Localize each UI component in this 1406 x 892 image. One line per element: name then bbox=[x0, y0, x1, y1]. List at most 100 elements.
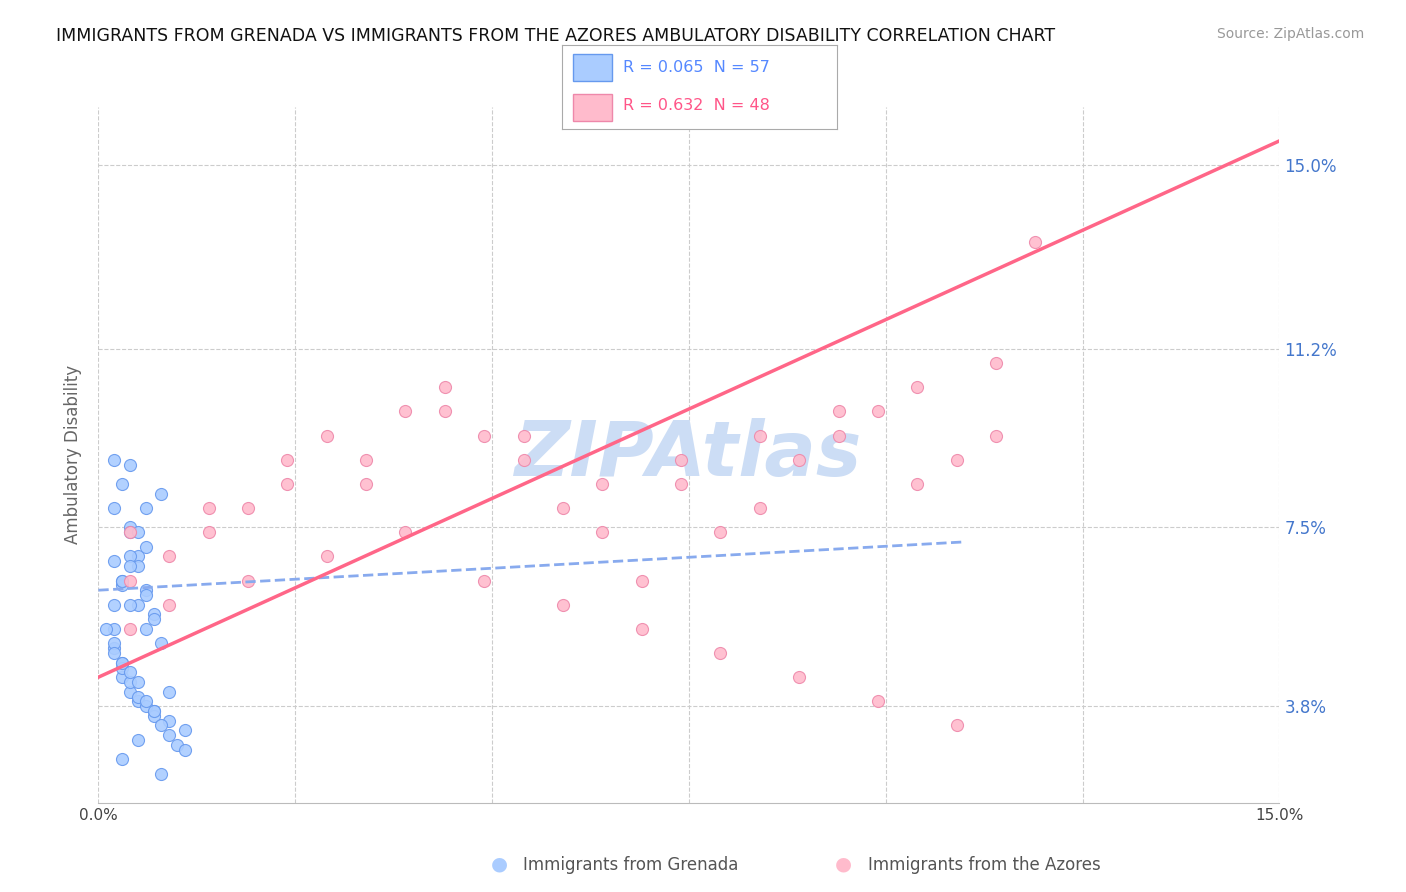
Point bbox=[118, 598, 141, 612]
Text: Immigrants from the Azores: Immigrants from the Azores bbox=[868, 855, 1101, 873]
Point bbox=[709, 525, 731, 540]
Point bbox=[394, 404, 416, 418]
Point bbox=[945, 452, 967, 467]
Point bbox=[472, 428, 495, 442]
Point bbox=[236, 501, 259, 516]
Point bbox=[150, 766, 173, 781]
Point bbox=[103, 598, 125, 612]
Point bbox=[236, 574, 259, 588]
Point bbox=[127, 675, 149, 690]
Point bbox=[118, 622, 141, 636]
Point bbox=[945, 718, 967, 732]
Point bbox=[127, 690, 149, 704]
Point bbox=[630, 622, 652, 636]
Point bbox=[433, 380, 456, 394]
Point bbox=[315, 428, 337, 442]
Point bbox=[111, 574, 134, 588]
Point bbox=[174, 723, 197, 738]
Point bbox=[433, 404, 456, 418]
Point bbox=[748, 428, 770, 442]
Point bbox=[551, 501, 574, 516]
Point bbox=[111, 660, 134, 674]
Point bbox=[135, 501, 157, 516]
Point bbox=[157, 728, 180, 742]
Point bbox=[96, 622, 118, 636]
Point bbox=[827, 404, 849, 418]
Point bbox=[394, 525, 416, 540]
Point bbox=[197, 501, 219, 516]
Point bbox=[157, 549, 180, 564]
Point bbox=[142, 708, 165, 723]
Point bbox=[174, 742, 197, 756]
Point bbox=[118, 559, 141, 574]
Point bbox=[984, 356, 1007, 370]
Text: Source: ZipAtlas.com: Source: ZipAtlas.com bbox=[1216, 27, 1364, 41]
Point bbox=[118, 684, 141, 698]
Point bbox=[866, 404, 889, 418]
Point bbox=[142, 704, 165, 718]
Point bbox=[127, 598, 149, 612]
Point bbox=[354, 476, 377, 491]
Point bbox=[118, 520, 141, 534]
Point bbox=[669, 452, 692, 467]
FancyBboxPatch shape bbox=[574, 94, 612, 120]
Point bbox=[905, 476, 928, 491]
Text: ●: ● bbox=[835, 855, 852, 873]
Point bbox=[111, 656, 134, 670]
Point bbox=[127, 559, 149, 574]
Point bbox=[787, 452, 810, 467]
Text: IMMIGRANTS FROM GRENADA VS IMMIGRANTS FROM THE AZORES AMBULATORY DISABILITY CORR: IMMIGRANTS FROM GRENADA VS IMMIGRANTS FR… bbox=[56, 27, 1056, 45]
Point bbox=[551, 598, 574, 612]
Text: ●: ● bbox=[491, 855, 508, 873]
Point bbox=[157, 598, 180, 612]
Text: R = 0.065  N = 57: R = 0.065 N = 57 bbox=[623, 60, 769, 75]
Point bbox=[103, 452, 125, 467]
Point bbox=[135, 694, 157, 708]
Point bbox=[111, 752, 134, 766]
Point bbox=[118, 549, 141, 564]
Point bbox=[472, 574, 495, 588]
Point bbox=[135, 622, 157, 636]
Point bbox=[103, 622, 125, 636]
Point bbox=[118, 665, 141, 680]
Point bbox=[111, 670, 134, 684]
Point bbox=[118, 458, 141, 472]
Text: R = 0.632  N = 48: R = 0.632 N = 48 bbox=[623, 98, 769, 113]
Point bbox=[142, 704, 165, 718]
Point bbox=[135, 699, 157, 714]
Point bbox=[135, 583, 157, 598]
Point bbox=[111, 574, 134, 588]
Point bbox=[150, 718, 173, 732]
Text: Immigrants from Grenada: Immigrants from Grenada bbox=[523, 855, 738, 873]
Point bbox=[315, 549, 337, 564]
Y-axis label: Ambulatory Disability: Ambulatory Disability bbox=[65, 366, 83, 544]
Point bbox=[111, 476, 134, 491]
Point bbox=[127, 549, 149, 564]
Point bbox=[127, 694, 149, 708]
Point bbox=[118, 574, 141, 588]
Point bbox=[354, 452, 377, 467]
Point bbox=[157, 714, 180, 728]
Point bbox=[103, 554, 125, 568]
Point bbox=[118, 525, 141, 540]
Point bbox=[827, 428, 849, 442]
Point bbox=[1024, 235, 1046, 250]
Point bbox=[142, 612, 165, 626]
Point bbox=[197, 525, 219, 540]
Point bbox=[157, 684, 180, 698]
Point bbox=[103, 641, 125, 656]
Point bbox=[787, 670, 810, 684]
Point bbox=[866, 694, 889, 708]
Point bbox=[512, 428, 534, 442]
Point bbox=[276, 476, 298, 491]
Point bbox=[103, 636, 125, 650]
Point bbox=[984, 428, 1007, 442]
Point bbox=[142, 607, 165, 622]
Point bbox=[127, 733, 149, 747]
Point bbox=[748, 501, 770, 516]
Point bbox=[630, 574, 652, 588]
Point bbox=[669, 476, 692, 491]
Point bbox=[512, 452, 534, 467]
Text: ZIPAtlas: ZIPAtlas bbox=[515, 418, 863, 491]
Point bbox=[103, 646, 125, 660]
